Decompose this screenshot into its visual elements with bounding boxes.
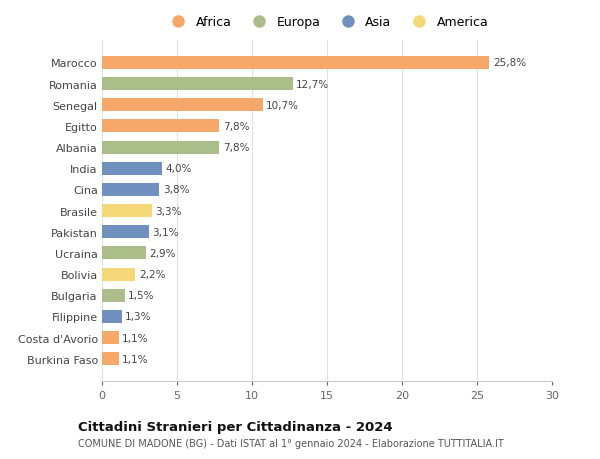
Text: 3,3%: 3,3%: [155, 206, 182, 216]
Bar: [102, 247, 146, 260]
Bar: [102, 268, 135, 281]
Bar: [102, 226, 149, 239]
Bar: [102, 331, 119, 344]
Text: 1,5%: 1,5%: [128, 291, 155, 301]
Text: 12,7%: 12,7%: [296, 79, 329, 90]
Text: 1,3%: 1,3%: [125, 312, 152, 322]
Text: 10,7%: 10,7%: [266, 101, 299, 111]
Bar: [102, 141, 219, 154]
Text: 4,0%: 4,0%: [166, 164, 192, 174]
Bar: [102, 289, 125, 302]
Text: 7,8%: 7,8%: [223, 122, 249, 132]
Bar: [102, 353, 119, 365]
Bar: [102, 184, 159, 196]
Text: 25,8%: 25,8%: [493, 58, 526, 68]
Text: 7,8%: 7,8%: [223, 143, 249, 153]
Bar: [102, 57, 489, 70]
Bar: [102, 99, 263, 112]
Text: COMUNE DI MADONE (BG) - Dati ISTAT al 1° gennaio 2024 - Elaborazione TUTTITALIA.: COMUNE DI MADONE (BG) - Dati ISTAT al 1°…: [78, 438, 504, 448]
Bar: [102, 120, 219, 133]
Text: 1,1%: 1,1%: [122, 354, 149, 364]
Bar: [102, 205, 151, 218]
Text: 3,8%: 3,8%: [163, 185, 189, 195]
Text: 1,1%: 1,1%: [122, 333, 149, 343]
Text: Cittadini Stranieri per Cittadinanza - 2024: Cittadini Stranieri per Cittadinanza - 2…: [78, 420, 392, 433]
Bar: [102, 162, 162, 175]
Text: 3,1%: 3,1%: [152, 227, 179, 237]
Bar: [102, 310, 122, 323]
Text: 2,2%: 2,2%: [139, 269, 165, 280]
Text: 2,9%: 2,9%: [149, 248, 176, 258]
Legend: Africa, Europa, Asia, America: Africa, Europa, Asia, America: [163, 14, 491, 32]
Bar: [102, 78, 293, 91]
